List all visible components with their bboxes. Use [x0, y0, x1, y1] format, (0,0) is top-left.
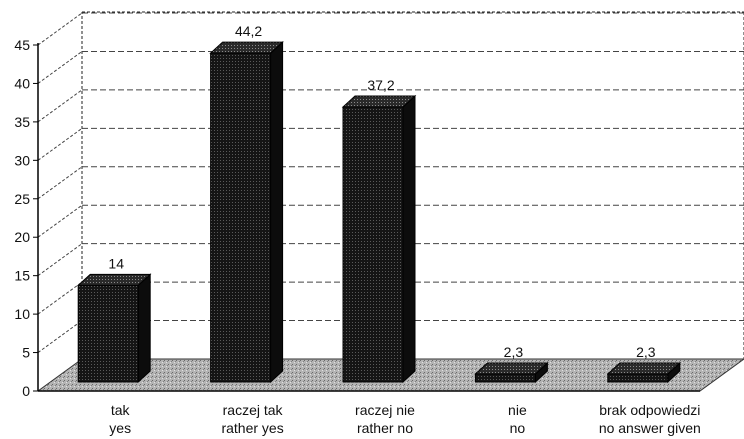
gridline-side — [37, 12, 83, 46]
bar-front — [607, 373, 669, 383]
data-label: 14 — [108, 255, 124, 271]
bar-top — [474, 362, 549, 375]
y-tick-label: 0 — [22, 383, 30, 399]
bar — [474, 361, 549, 384]
category-label: tak — [111, 402, 131, 418]
bar-front — [474, 373, 536, 383]
category-label: nie — [508, 402, 527, 418]
category-label: rather yes — [221, 420, 283, 436]
bar-front — [77, 284, 139, 383]
y-tick-label: 10 — [14, 306, 30, 322]
y-tick-label: 20 — [14, 229, 30, 245]
bar-top — [209, 41, 284, 54]
y-tick-label: 15 — [14, 268, 30, 284]
bar-side — [402, 94, 416, 384]
data-labels: 14 44,2 37,2 2,3 2,3 — [108, 23, 655, 360]
category-label: rather no — [357, 420, 413, 436]
bar-top — [341, 95, 417, 108]
category-label: no answer given — [599, 420, 701, 436]
data-label: 44,2 — [235, 23, 262, 39]
category-label: no — [510, 420, 526, 436]
bar-top — [606, 362, 682, 375]
category-labels: tak yes raczej tak rather yes raczej nie rath… — [109, 402, 700, 436]
y-tick-label: 45 — [14, 37, 30, 53]
bar-front — [342, 106, 404, 383]
y-tick-label: 30 — [14, 152, 30, 168]
bar-front — [210, 52, 272, 383]
gridline-side — [37, 127, 83, 161]
gridline-side — [37, 51, 83, 84]
y-tick-label: 25 — [14, 191, 30, 207]
data-label: 2,3 — [636, 344, 656, 360]
category-label: yes — [109, 420, 131, 436]
y-tick-label: 40 — [14, 75, 30, 91]
gridline-side — [37, 320, 83, 353]
data-label: 37,2 — [367, 77, 394, 93]
gridlines — [37, 12, 744, 353]
bar — [341, 94, 417, 384]
gridline-side — [37, 166, 83, 200]
gridline-side — [37, 281, 83, 315]
bar — [76, 273, 152, 384]
y-axis: 0 5 10 15 20 25 30 35 40 45 — [14, 37, 700, 399]
bar-side — [270, 41, 284, 384]
bar — [209, 41, 284, 384]
category-label: brak odpowiedzi — [599, 402, 700, 418]
gridline-side — [37, 89, 83, 123]
y-tick-label: 35 — [14, 114, 30, 130]
bars — [76, 41, 682, 384]
category-label: raczej nie — [355, 402, 415, 418]
y-tick-label: 5 — [22, 345, 30, 361]
category-label: raczej tak — [223, 402, 284, 418]
bar — [606, 361, 682, 384]
bar-top — [76, 273, 152, 286]
bar-side — [137, 273, 151, 384]
gridline-side — [37, 243, 83, 277]
data-label: 2,3 — [504, 344, 524, 360]
gridline-side — [37, 204, 83, 238]
